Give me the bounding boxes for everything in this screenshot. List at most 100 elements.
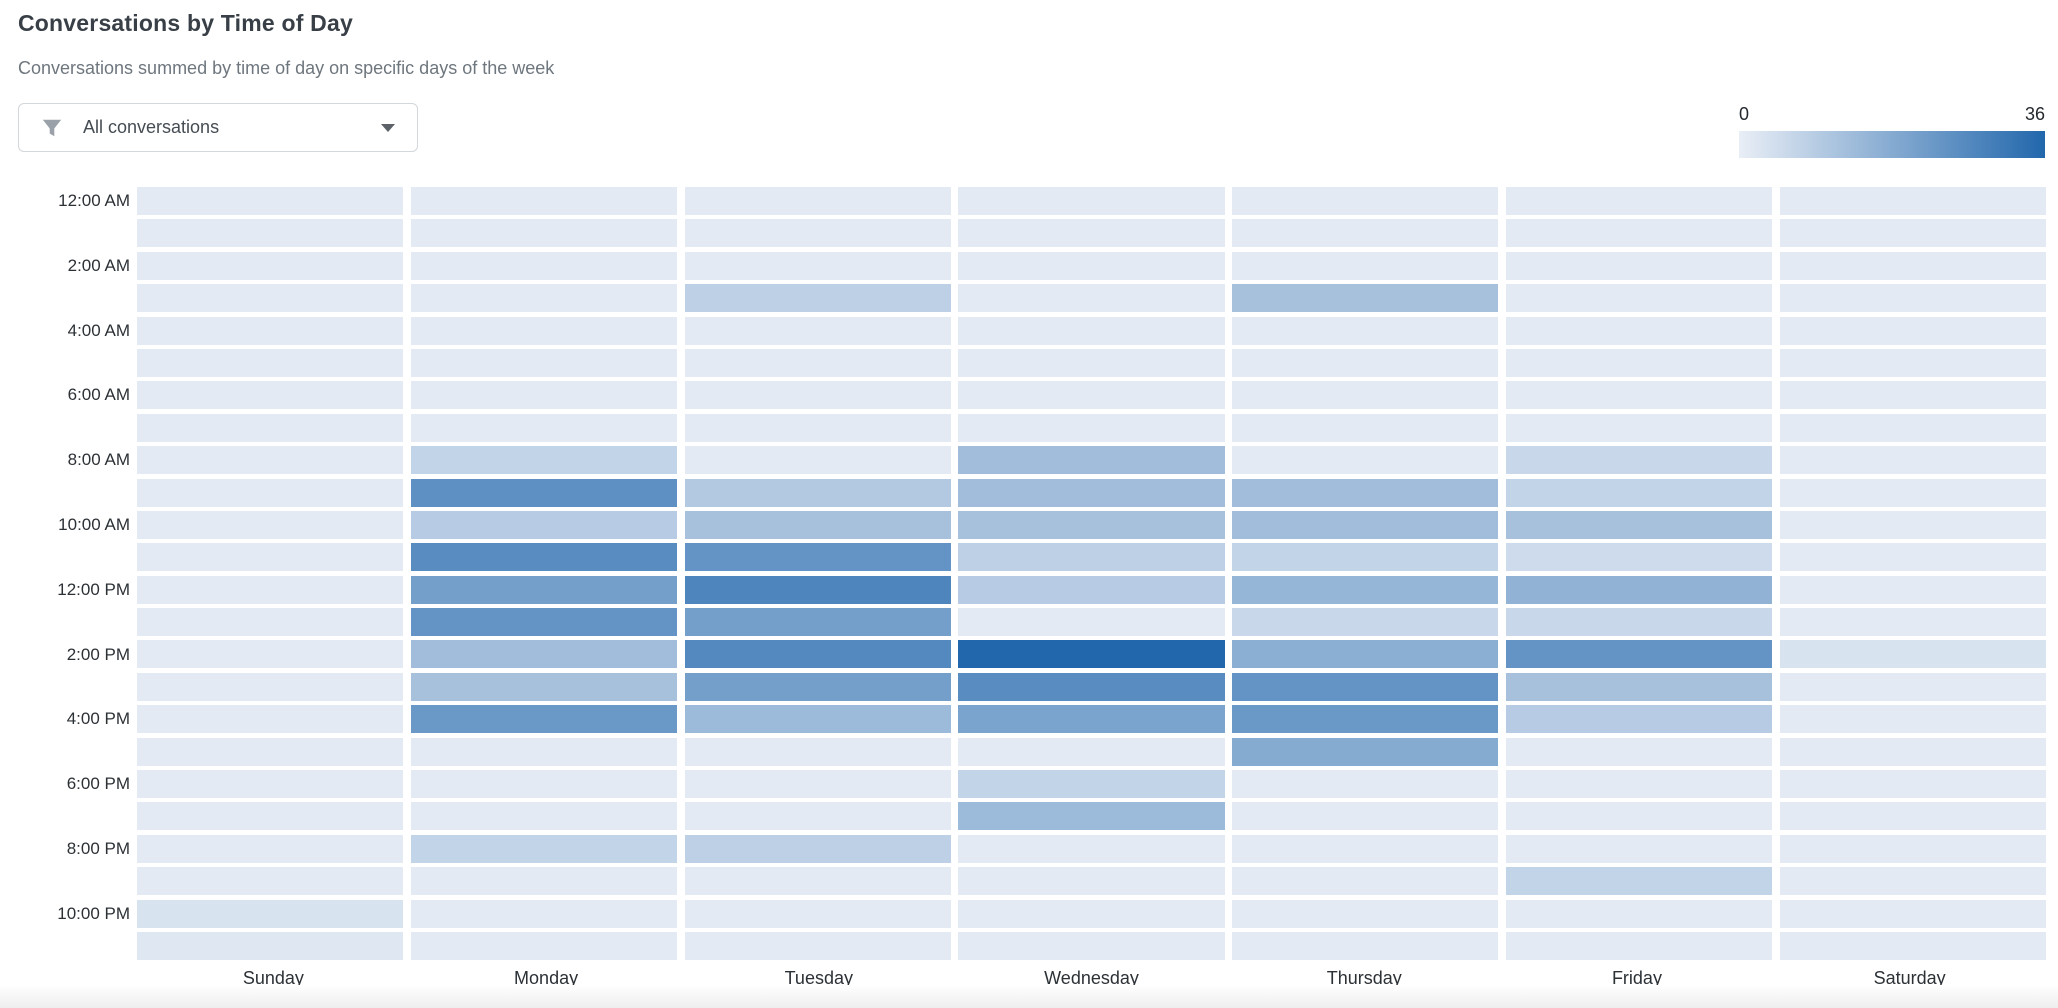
heatmap-cell[interactable] (684, 510, 951, 539)
heatmap-cell[interactable] (410, 802, 677, 831)
heatmap-cell[interactable] (1506, 510, 1773, 539)
heatmap-cell[interactable] (958, 413, 1225, 442)
heatmap-cell[interactable] (684, 381, 951, 410)
heatmap-cell[interactable] (684, 413, 951, 442)
heatmap-cell[interactable] (684, 284, 951, 313)
heatmap-cell[interactable] (1232, 705, 1499, 734)
heatmap-cell[interactable] (1506, 834, 1773, 863)
heatmap-cell[interactable] (1232, 219, 1499, 248)
heatmap-cell[interactable] (137, 446, 404, 475)
heatmap-cell[interactable] (1506, 446, 1773, 475)
heatmap-cell[interactable] (684, 348, 951, 377)
heatmap-cell[interactable] (958, 672, 1225, 701)
heatmap-cell[interactable] (958, 931, 1225, 960)
heatmap-cell[interactable] (137, 413, 404, 442)
heatmap-cell[interactable] (684, 219, 951, 248)
heatmap-cell[interactable] (958, 608, 1225, 637)
heatmap-cell[interactable] (1506, 899, 1773, 928)
heatmap-cell[interactable] (410, 348, 677, 377)
heatmap-cell[interactable] (137, 672, 404, 701)
heatmap-cell[interactable] (958, 219, 1225, 248)
heatmap-cell[interactable] (410, 284, 677, 313)
heatmap-cell[interactable] (137, 543, 404, 572)
heatmap-cell[interactable] (137, 510, 404, 539)
heatmap-cell[interactable] (1779, 251, 2046, 280)
heatmap-cell[interactable] (684, 867, 951, 896)
heatmap-cell[interactable] (1506, 413, 1773, 442)
heatmap-cell[interactable] (410, 381, 677, 410)
heatmap-cell[interactable] (1506, 219, 1773, 248)
heatmap-cell[interactable] (1232, 446, 1499, 475)
heatmap-cell[interactable] (410, 575, 677, 604)
heatmap-cell[interactable] (1232, 348, 1499, 377)
heatmap-cell[interactable] (958, 640, 1225, 669)
heatmap-cell[interactable] (1506, 737, 1773, 766)
heatmap-cell[interactable] (1232, 575, 1499, 604)
heatmap-cell[interactable] (1506, 478, 1773, 507)
heatmap-cell[interactable] (1232, 672, 1499, 701)
heatmap-cell[interactable] (958, 510, 1225, 539)
heatmap-cell[interactable] (958, 187, 1225, 215)
heatmap-cell[interactable] (137, 187, 404, 215)
heatmap-cell[interactable] (684, 834, 951, 863)
heatmap-cell[interactable] (1506, 672, 1773, 701)
heatmap-cell[interactable] (410, 737, 677, 766)
heatmap-cell[interactable] (1506, 575, 1773, 604)
heatmap-cell[interactable] (958, 867, 1225, 896)
heatmap-cell[interactable] (137, 867, 404, 896)
heatmap-cell[interactable] (410, 705, 677, 734)
heatmap-cell[interactable] (1779, 413, 2046, 442)
heatmap-cell[interactable] (1779, 705, 2046, 734)
heatmap-cell[interactable] (137, 251, 404, 280)
heatmap-cell[interactable] (1779, 834, 2046, 863)
heatmap-cell[interactable] (137, 705, 404, 734)
heatmap-cell[interactable] (958, 770, 1225, 799)
heatmap-cell[interactable] (137, 899, 404, 928)
heatmap-cell[interactable] (137, 575, 404, 604)
heatmap-cell[interactable] (137, 219, 404, 248)
heatmap-cell[interactable] (1232, 251, 1499, 280)
heatmap-cell[interactable] (410, 867, 677, 896)
heatmap-cell[interactable] (1779, 543, 2046, 572)
heatmap-cell[interactable] (410, 510, 677, 539)
heatmap-cell[interactable] (1779, 316, 2046, 345)
heatmap-cell[interactable] (410, 446, 677, 475)
heatmap-cell[interactable] (410, 316, 677, 345)
heatmap-cell[interactable] (1232, 413, 1499, 442)
heatmap-cell[interactable] (137, 802, 404, 831)
heatmap-cell[interactable] (684, 187, 951, 215)
heatmap-cell[interactable] (1232, 316, 1499, 345)
heatmap-cell[interactable] (410, 543, 677, 572)
heatmap-cell[interactable] (1506, 705, 1773, 734)
heatmap-cell[interactable] (1232, 187, 1499, 215)
heatmap-cell[interactable] (1779, 284, 2046, 313)
heatmap-cell[interactable] (1779, 575, 2046, 604)
heatmap-cell[interactable] (1232, 543, 1499, 572)
heatmap-cell[interactable] (1779, 867, 2046, 896)
heatmap-cell[interactable] (684, 446, 951, 475)
heatmap-cell[interactable] (684, 802, 951, 831)
heatmap-cell[interactable] (137, 316, 404, 345)
heatmap-cell[interactable] (410, 608, 677, 637)
heatmap-cell[interactable] (1506, 608, 1773, 637)
heatmap-cell[interactable] (958, 834, 1225, 863)
heatmap-cell[interactable] (1779, 802, 2046, 831)
heatmap-cell[interactable] (137, 608, 404, 637)
heatmap-cell[interactable] (1506, 770, 1773, 799)
heatmap-cell[interactable] (137, 381, 404, 410)
heatmap-cell[interactable] (958, 575, 1225, 604)
heatmap-cell[interactable] (1779, 737, 2046, 766)
heatmap-cell[interactable] (684, 251, 951, 280)
heatmap-cell[interactable] (410, 899, 677, 928)
heatmap-cell[interactable] (1779, 219, 2046, 248)
heatmap-cell[interactable] (1232, 737, 1499, 766)
heatmap-cell[interactable] (958, 478, 1225, 507)
heatmap-cell[interactable] (1506, 251, 1773, 280)
heatmap-cell[interactable] (1506, 284, 1773, 313)
heatmap-cell[interactable] (684, 899, 951, 928)
heatmap-cell[interactable] (1779, 608, 2046, 637)
heatmap-cell[interactable] (684, 770, 951, 799)
heatmap-cell[interactable] (684, 316, 951, 345)
heatmap-cell[interactable] (1506, 802, 1773, 831)
heatmap-cell[interactable] (137, 478, 404, 507)
